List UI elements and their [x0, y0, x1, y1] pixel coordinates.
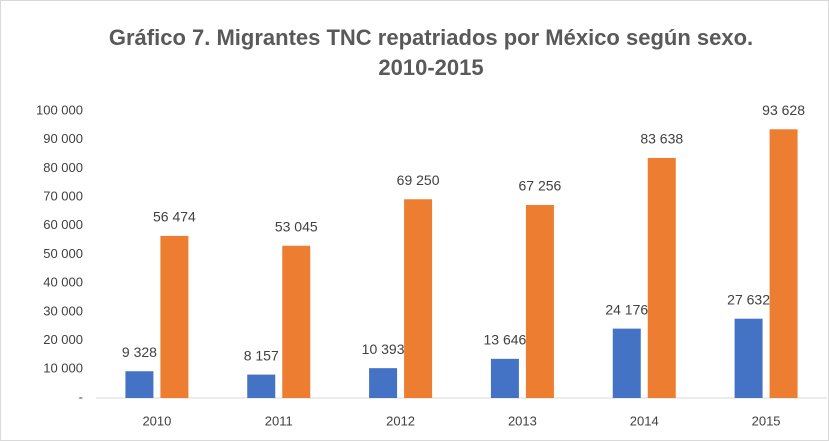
y-tick-label: 30 000: [43, 303, 83, 318]
value-label: 83 638: [640, 131, 683, 147]
value-label: 69 250: [397, 172, 440, 188]
bar: [247, 374, 276, 398]
value-label: 53 045: [275, 218, 318, 234]
value-label: 56 474: [153, 209, 196, 225]
value-label: 93 628: [762, 102, 805, 118]
bar: [647, 157, 676, 398]
y-tick-label: -: [79, 389, 83, 404]
bar: [769, 129, 798, 398]
bar: [490, 358, 519, 398]
bar: [282, 245, 311, 398]
y-tick-label: 70 000: [43, 189, 83, 204]
x-tick-label: 2014: [630, 413, 659, 428]
value-label: 27 632: [727, 291, 770, 307]
y-tick-label: 80 000: [43, 160, 83, 175]
x-tick-label: 2010: [142, 413, 171, 428]
y-tick-label: 10 000: [43, 361, 83, 376]
x-tick-label: 2015: [752, 413, 781, 428]
y-tick-label: 60 000: [43, 217, 83, 232]
bar: [125, 371, 154, 398]
y-tick-label: 100 000: [36, 102, 83, 117]
bar: [525, 204, 554, 398]
value-label: 24 176: [605, 301, 648, 317]
chart-title: Gráfico 7. Migrantes TNC repatriados por…: [108, 25, 754, 80]
value-label: 9 328: [122, 344, 157, 360]
x-tick-label: 2011: [265, 413, 293, 428]
value-label: 67 256: [519, 178, 562, 194]
y-tick-label: 50 000: [43, 246, 83, 261]
value-label: 13 646: [484, 332, 527, 348]
value-label: 10 393: [362, 341, 405, 357]
bar: [160, 235, 189, 398]
x-tick-label: 2013: [508, 413, 537, 428]
y-tick-label: 90 000: [43, 131, 83, 146]
bar: [612, 328, 641, 398]
value-label: 8 157: [244, 347, 279, 363]
bar: [734, 318, 763, 398]
x-tick-label: 2012: [386, 413, 415, 428]
y-tick-label: 20 000: [43, 332, 83, 347]
bar: [404, 199, 433, 398]
y-tick-label: 40 000: [43, 275, 83, 290]
bar: [369, 368, 398, 398]
